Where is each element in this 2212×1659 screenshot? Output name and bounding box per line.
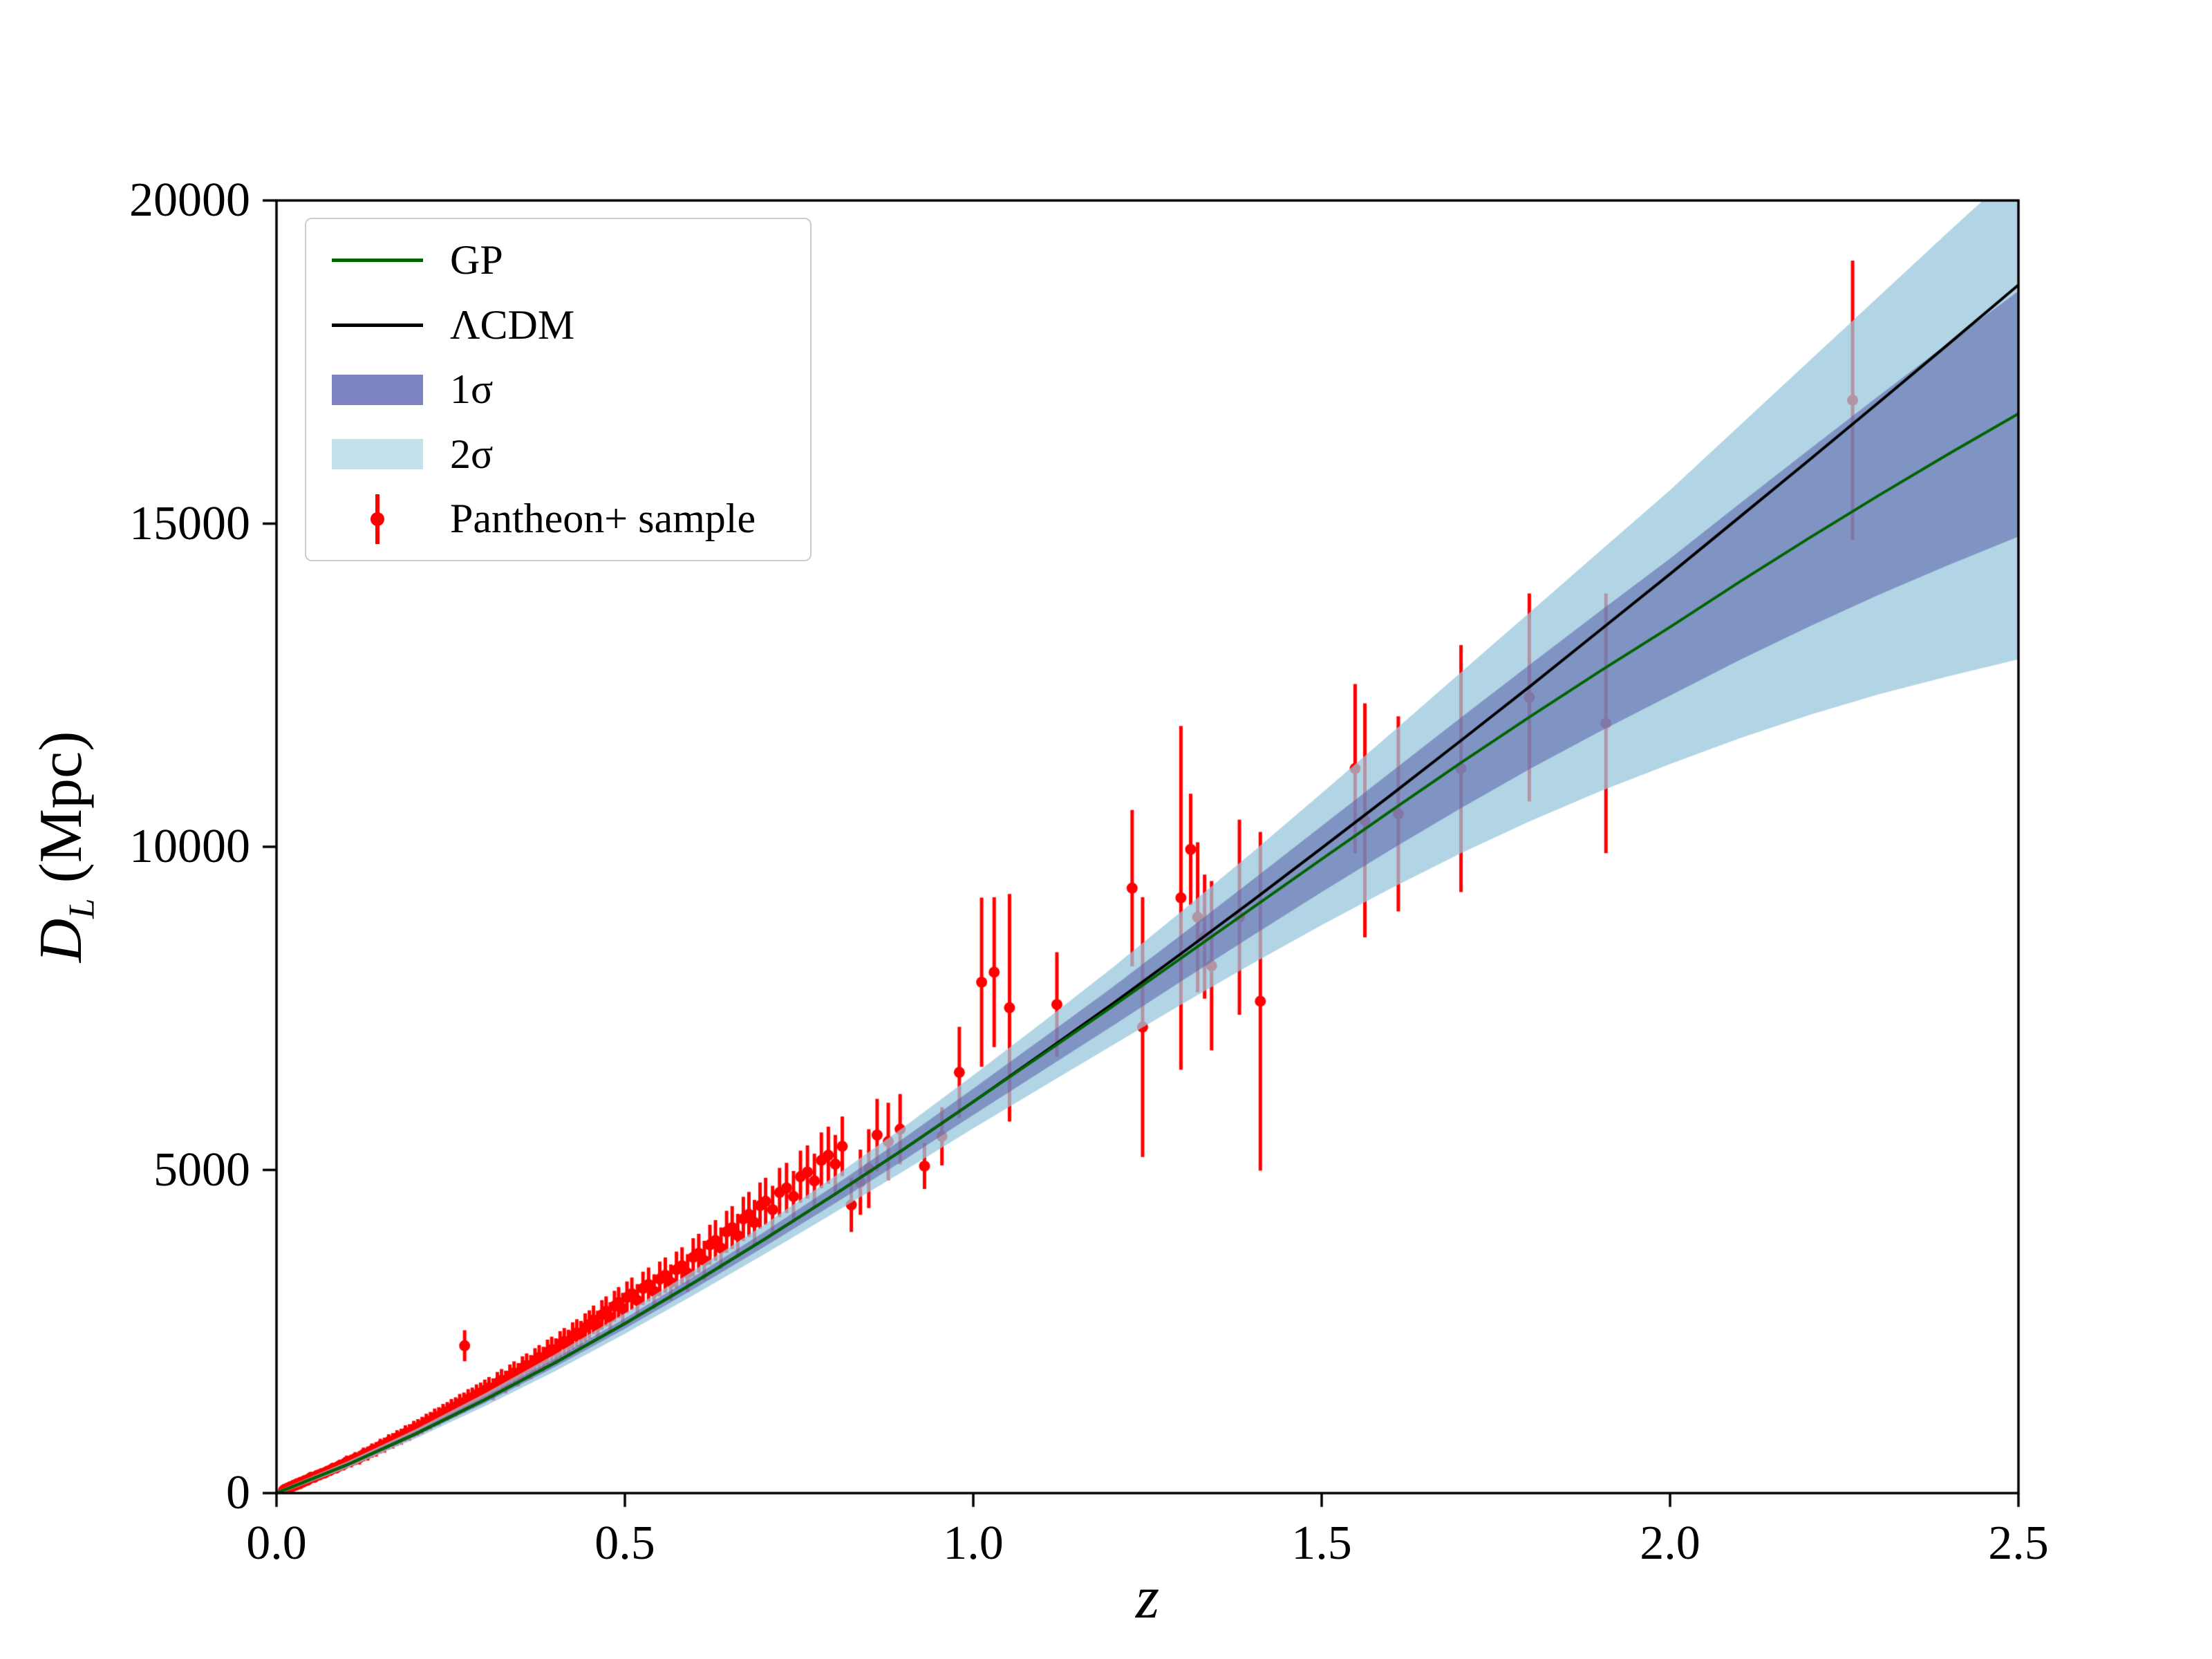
legend-label-pantheon: Pantheon+ sample: [450, 496, 756, 541]
legend-label-gp: GP: [450, 237, 503, 283]
ylabel-symbol: D: [27, 918, 95, 963]
legend-label-lcdm: ΛCDM: [450, 301, 575, 348]
legend-label-sigma1: 1σ: [450, 366, 494, 412]
legend-entry-gp: GP: [306, 230, 810, 291]
sigma1-patch-swatch: [326, 374, 429, 405]
y-axis-label: DL (Mpc): [27, 731, 102, 963]
legend-entry-sigma2: 2σ: [306, 424, 810, 485]
ylabel-unit: (Mpc): [27, 731, 95, 899]
sigma2-patch-swatch: [326, 439, 429, 469]
legend-entry-lcdm: ΛCDM: [306, 294, 810, 355]
lcdm-line-swatch: [326, 323, 429, 327]
legend: GP ΛCDM 1σ 2σ Pantheon+ sample: [305, 218, 812, 561]
x-axis-label: z: [1135, 1564, 1160, 1631]
errorbar-marker-swatch: [326, 494, 429, 544]
gp-line-swatch: [326, 259, 429, 262]
legend-entry-sigma1: 1σ: [306, 359, 810, 420]
ylabel-subscript: L: [62, 898, 102, 919]
legend-label-sigma2: 2σ: [450, 431, 494, 477]
legend-entry-pantheon: Pantheon+ sample: [306, 489, 810, 550]
